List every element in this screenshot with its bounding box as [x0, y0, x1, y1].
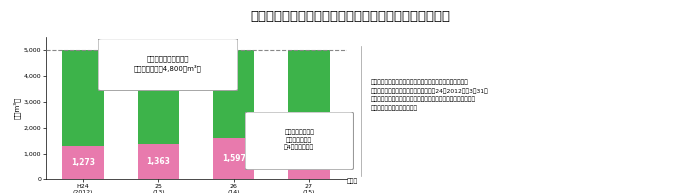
Text: 主伐期の人工林資源の
年間成長量（約4,800万m³）: 主伐期の人工林資源の 年間成長量（約4,800万m³）: [134, 55, 202, 72]
Bar: [138, 70, 179, 144]
Text: 1,597: 1,597: [222, 154, 246, 163]
Bar: [62, 50, 104, 146]
Bar: [213, 138, 254, 179]
Text: 注：年間成長量には間伐された林木の成長量は含まれない。
資料：林野庁「森林資源の現況」（平成24（2012）年3月31日
　　　現在）、林野庁「森林・林業統計要: 注：年間成長量には間伐された林木の成長量は含まれない。 資料：林野庁「森林資源の…: [370, 79, 489, 111]
Text: 1,679: 1,679: [297, 153, 321, 162]
Bar: [62, 146, 104, 179]
Y-axis label: （万m³）: （万m³）: [13, 97, 21, 119]
Text: 1,273: 1,273: [71, 158, 95, 168]
Bar: [288, 136, 330, 179]
Bar: [213, 50, 254, 138]
FancyBboxPatch shape: [245, 112, 354, 170]
Text: （年）: （年）: [346, 179, 358, 184]
Bar: [288, 50, 330, 136]
FancyBboxPatch shape: [98, 39, 238, 91]
Bar: [138, 144, 179, 179]
Text: 主伐期の人工林資源の成長量と主伐による原木の供給量: 主伐期の人工林資源の成長量と主伐による原木の供給量: [250, 10, 450, 24]
Text: 1,363: 1,363: [146, 157, 170, 166]
Text: 主伐による原木の
供給量は成長量
の4割以下の水準: 主伐による原木の 供給量は成長量 の4割以下の水準: [284, 129, 314, 150]
